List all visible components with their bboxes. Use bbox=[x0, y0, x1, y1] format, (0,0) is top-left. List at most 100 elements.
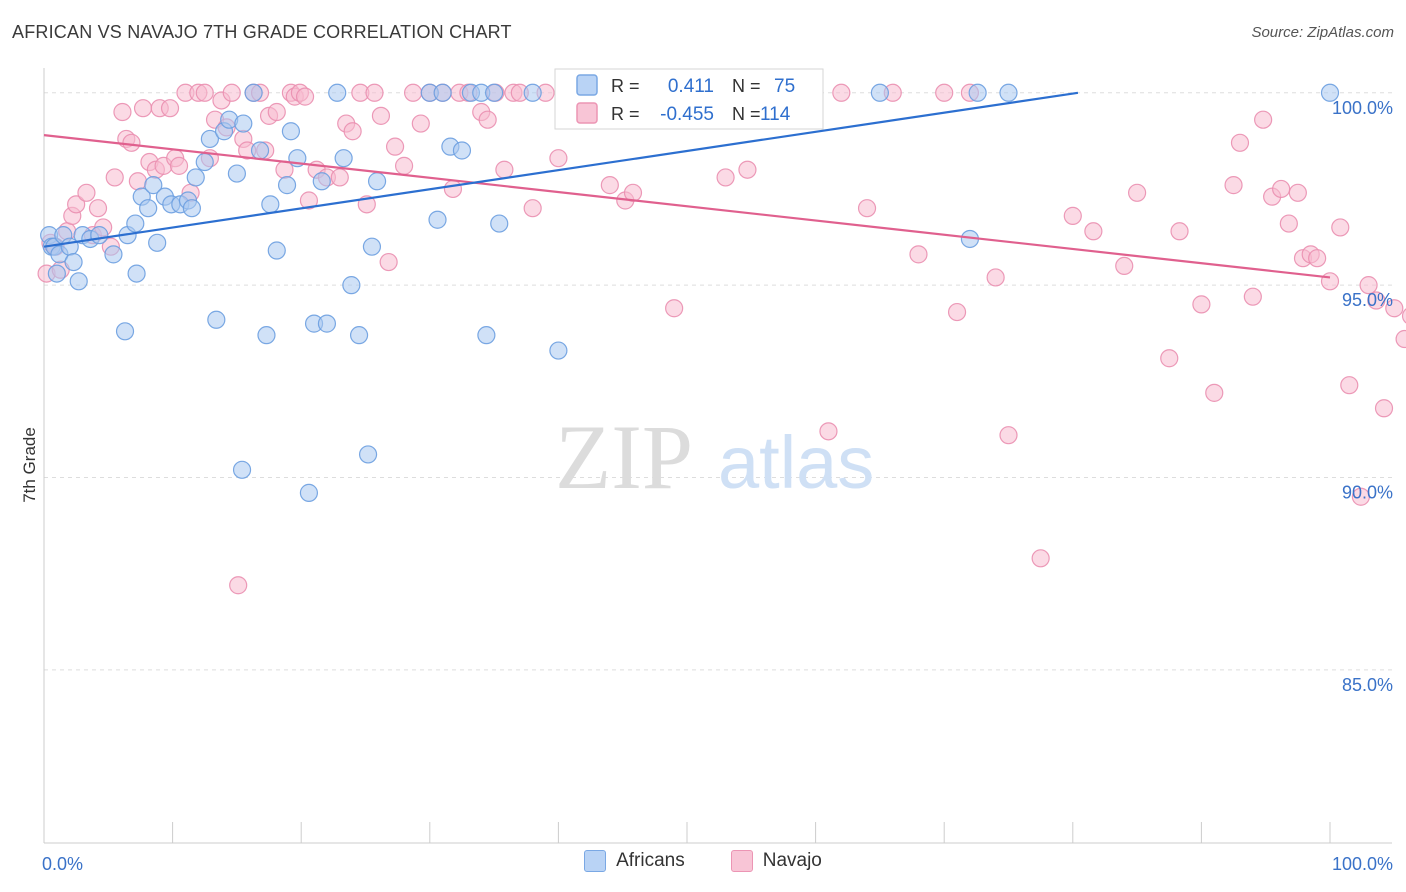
africans-point-62 bbox=[485, 83, 504, 102]
africans-point-3 bbox=[47, 264, 66, 283]
navajo-point-115 bbox=[1320, 272, 1340, 291]
navajo-point-41 bbox=[267, 102, 286, 122]
africans-point-8 bbox=[69, 272, 88, 291]
navajo-point-122 bbox=[1385, 299, 1404, 318]
legend-n-value-2: 114 bbox=[760, 104, 791, 125]
navajo-point-17 bbox=[133, 99, 153, 118]
navajo-point-117 bbox=[1340, 376, 1359, 395]
africans-point-45 bbox=[317, 314, 337, 333]
navajo-point-97 bbox=[1084, 222, 1103, 241]
navajo-point-100 bbox=[1160, 349, 1179, 368]
y-tick-label-0: 85.0% bbox=[1342, 675, 1393, 695]
africans-point-19 bbox=[144, 176, 163, 195]
navajo-point-46 bbox=[295, 87, 315, 106]
africans-point-20 bbox=[148, 233, 167, 252]
navajo-trend-line bbox=[43, 134, 1331, 279]
navajo-point-75 bbox=[549, 149, 568, 168]
africans-point-15 bbox=[115, 322, 135, 341]
navajo-point-77 bbox=[600, 176, 619, 195]
navajo-point-86 bbox=[832, 83, 851, 102]
legend-n-value-1: 75 bbox=[774, 76, 795, 97]
legend-r-value-1: 0.411 bbox=[668, 76, 714, 97]
legend-top: R = 0.411 N = 75 R = -0.455 N = 114 bbox=[554, 68, 824, 130]
navajo-point-98 bbox=[1115, 256, 1134, 276]
tick-labels: 85.0% 90.0% 95.0% 100.0% 0.0% 100.0% bbox=[42, 98, 1393, 874]
africans-point-12 bbox=[104, 245, 123, 264]
navajo-point-82 bbox=[716, 168, 735, 187]
navajo-point-59 bbox=[394, 156, 414, 175]
navajo-point-106 bbox=[1243, 287, 1262, 306]
africans-point-65 bbox=[549, 341, 568, 360]
navajo-point-96 bbox=[1063, 206, 1082, 225]
africans-point-55 bbox=[428, 210, 447, 229]
navajo-point-87 bbox=[857, 199, 877, 218]
navajo-point-99 bbox=[1127, 183, 1147, 202]
navajo-point-118 bbox=[1351, 487, 1370, 506]
africans-point-48 bbox=[342, 276, 361, 295]
x-tick-label-0: 0.0% bbox=[42, 854, 83, 874]
africans-point-28 bbox=[200, 129, 219, 149]
navajo-point-89 bbox=[909, 245, 928, 264]
africans-point-49 bbox=[349, 326, 369, 345]
navajo-point-57 bbox=[379, 252, 398, 272]
africans-point-56 bbox=[433, 83, 452, 102]
navajo-point-68 bbox=[478, 110, 497, 129]
africans-point-34 bbox=[244, 83, 263, 102]
y-tick-label-2: 95.0% bbox=[1342, 290, 1393, 310]
africans-point-16 bbox=[126, 214, 145, 233]
navajo-point-47 bbox=[299, 191, 319, 210]
africans-point-64 bbox=[523, 83, 542, 102]
africans-point-58 bbox=[452, 141, 472, 160]
navajo-point-102 bbox=[1192, 295, 1211, 314]
legend-r-label-2: R = bbox=[611, 104, 640, 124]
africans-point-70 bbox=[870, 83, 890, 102]
navajo-point-93 bbox=[986, 268, 1005, 287]
legend-item-navajo[interactable]: Navajo bbox=[730, 850, 822, 872]
navajo-point-95 bbox=[1031, 549, 1050, 568]
navajo-point-94 bbox=[999, 426, 1018, 445]
navajo-point-58 bbox=[385, 137, 405, 156]
navajo-point-60 bbox=[403, 83, 423, 102]
africans-point-46 bbox=[328, 83, 347, 102]
source-label: Source: ZipAtlas.com bbox=[1251, 24, 1394, 41]
navajo-point-119 bbox=[1359, 276, 1378, 295]
y-tick-label-3: 100.0% bbox=[1332, 98, 1393, 118]
africans-point-26 bbox=[186, 168, 205, 187]
y-tick-label-1: 90.0% bbox=[1342, 483, 1393, 503]
navajo-point-33 bbox=[222, 83, 241, 102]
navajo-point-85 bbox=[819, 422, 838, 441]
navajo-points bbox=[37, 83, 1406, 595]
navajo-point-114 bbox=[1308, 249, 1327, 268]
axes bbox=[43, 68, 1392, 844]
africans-point-72 bbox=[968, 83, 987, 102]
navajo-point-107 bbox=[1254, 110, 1273, 129]
legend-swatch-africans-bottom bbox=[584, 850, 607, 872]
africans-point-44 bbox=[312, 172, 331, 191]
africans-point-63 bbox=[490, 214, 509, 233]
africans-point-14 bbox=[127, 264, 146, 283]
africans-point-40 bbox=[281, 122, 301, 141]
navajo-point-73 bbox=[523, 199, 542, 218]
legend-label-africans: Africans bbox=[616, 850, 685, 871]
legend-swatch-navajo bbox=[576, 102, 598, 124]
africans-point-33 bbox=[234, 114, 253, 133]
navajo-point-16 bbox=[128, 172, 147, 191]
africans-point-42 bbox=[299, 483, 319, 502]
legend-item-africans[interactable]: Africans bbox=[584, 850, 685, 872]
navajo-point-13 bbox=[113, 102, 132, 122]
navajo-point-56 bbox=[371, 106, 391, 125]
africans-point-51 bbox=[362, 237, 382, 256]
navajo-point-64 bbox=[443, 179, 463, 199]
navajo-point-121 bbox=[1374, 399, 1394, 418]
navajo-point-124 bbox=[1401, 308, 1406, 324]
navajo-point-109 bbox=[1272, 179, 1291, 199]
navajo-point-111 bbox=[1288, 183, 1307, 202]
legend-r-value-2: -0.455 bbox=[660, 104, 714, 125]
africans-point-36 bbox=[257, 326, 276, 345]
navajo-point-50 bbox=[330, 168, 349, 187]
africans-trend-line bbox=[43, 91, 1079, 248]
navajo-point-110 bbox=[1279, 214, 1298, 233]
navajo-point-52 bbox=[343, 122, 362, 141]
africans-point-11 bbox=[90, 226, 109, 245]
legend-n-label-2: N = bbox=[732, 104, 761, 124]
